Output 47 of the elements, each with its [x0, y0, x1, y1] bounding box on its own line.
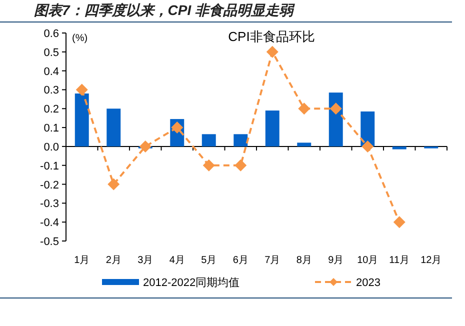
bar — [297, 142, 312, 146]
legend-label: 2023 — [356, 277, 380, 289]
bar — [74, 94, 89, 146]
y-tick-label: 0.0 — [44, 141, 59, 154]
chart-subtitle: CPI非食品环比 — [228, 29, 315, 44]
x-tick-label: 10月 — [357, 255, 378, 266]
point — [234, 159, 247, 172]
x-tick-label: 8月 — [296, 255, 312, 266]
x-tick-label: 9月 — [328, 255, 344, 266]
legend-label: 2012-2022同期均值 — [143, 277, 240, 289]
y-tick-label: 0.1 — [44, 122, 59, 135]
y-tick-label: 0.5 — [44, 46, 59, 59]
x-tick-label: 6月 — [232, 255, 248, 266]
y-tick-label: -0.4 — [40, 217, 59, 230]
point — [298, 102, 310, 115]
y-tick-label: 0.3 — [44, 84, 59, 97]
point — [139, 140, 152, 152]
x-tick-label: 11月 — [389, 255, 410, 266]
bar — [360, 111, 375, 146]
x-tick-label: 1月 — [74, 255, 90, 266]
y-axis-title: (%) — [72, 33, 88, 44]
x-tick-label: 12月 — [420, 255, 442, 266]
x-tick-label: 5月 — [201, 255, 217, 266]
y-tick-label: -0.1 — [40, 160, 59, 172]
x-tick-label: 4月 — [169, 255, 185, 266]
point — [266, 46, 278, 58]
point — [393, 216, 406, 228]
point — [202, 159, 215, 172]
y-tick-label: -0.2 — [40, 179, 59, 192]
x-tick-label: 2月 — [106, 255, 122, 266]
bar — [106, 108, 121, 146]
chart-title: 图表7：四季度以来，CPI 非食品明显走弱 — [34, 2, 296, 18]
point — [108, 178, 120, 190]
point — [76, 84, 88, 96]
y-tick-label: -0.3 — [40, 198, 59, 210]
bar — [202, 134, 216, 146]
bar — [234, 134, 248, 146]
y-tick-label: -0.5 — [40, 236, 59, 248]
x-tick-label: 7月 — [264, 255, 280, 266]
y-tick-label: 0.2 — [44, 104, 59, 116]
point — [362, 140, 374, 152]
x-tick-label: 3月 — [138, 255, 154, 266]
point — [330, 102, 342, 115]
y-tick-label: 0.4 — [44, 66, 59, 78]
bar — [265, 110, 280, 146]
y-tick-label: 0.6 — [44, 28, 59, 40]
bar — [392, 146, 406, 150]
